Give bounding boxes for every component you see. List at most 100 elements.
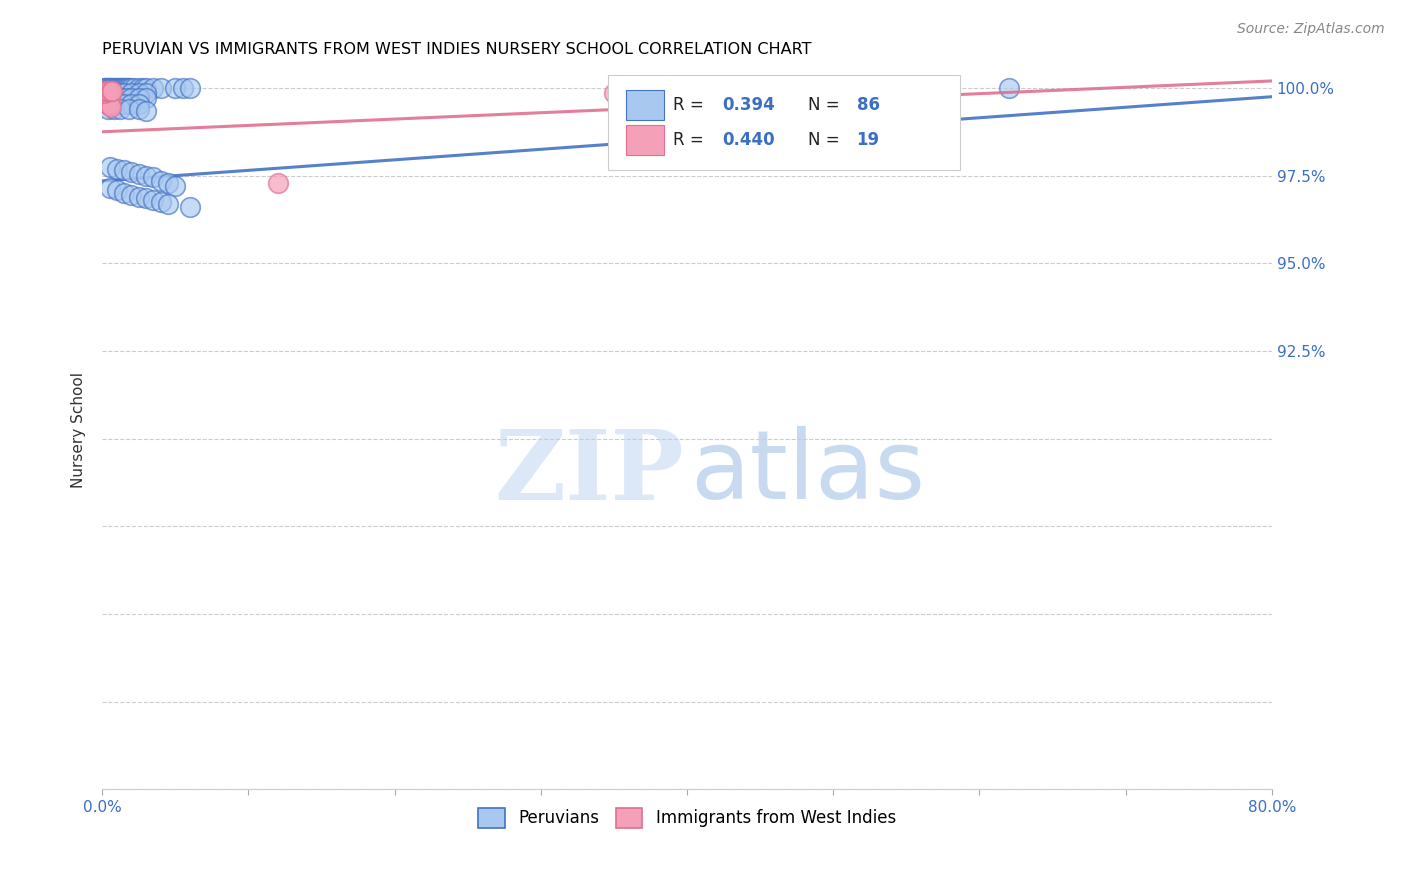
Point — [96, 95, 118, 109]
Point — [112, 186, 135, 201]
Point — [135, 87, 157, 101]
Point — [142, 193, 165, 207]
Text: N =: N = — [807, 96, 845, 114]
Point — [179, 200, 201, 214]
Legend: Peruvians, Immigrants from West Indies: Peruvians, Immigrants from West Indies — [471, 801, 903, 835]
Point — [128, 102, 150, 116]
Point — [105, 91, 128, 105]
Point — [149, 174, 172, 188]
Point — [101, 85, 124, 99]
Point — [96, 85, 118, 99]
Point — [96, 89, 118, 103]
Point — [135, 91, 157, 105]
Point — [108, 102, 131, 116]
Point — [107, 81, 129, 95]
Point — [156, 196, 179, 211]
Point — [165, 179, 187, 194]
Point — [115, 81, 138, 95]
Text: 0.440: 0.440 — [723, 131, 775, 149]
Point — [128, 91, 150, 105]
Point — [98, 160, 121, 174]
Point — [142, 170, 165, 185]
Point — [97, 87, 120, 101]
Point — [179, 81, 201, 95]
Text: PERUVIAN VS IMMIGRANTS FROM WEST INDIES NURSERY SCHOOL CORRELATION CHART: PERUVIAN VS IMMIGRANTS FROM WEST INDIES … — [103, 42, 811, 57]
Point — [111, 81, 134, 95]
Text: N =: N = — [807, 131, 845, 149]
Point — [97, 96, 120, 111]
Point — [114, 81, 136, 95]
Point — [103, 102, 125, 116]
Point — [100, 85, 122, 99]
Point — [100, 81, 122, 95]
Point — [97, 81, 120, 95]
Point — [135, 191, 157, 205]
Text: R =: R = — [673, 131, 709, 149]
Point — [135, 103, 157, 118]
Point — [100, 87, 122, 101]
Point — [97, 93, 120, 107]
Point — [128, 96, 150, 111]
Point — [120, 87, 142, 101]
Point — [94, 81, 117, 95]
Point — [98, 98, 121, 112]
Point — [149, 194, 172, 209]
FancyBboxPatch shape — [626, 125, 664, 155]
Point — [120, 165, 142, 179]
Point — [105, 161, 128, 176]
Point — [149, 81, 172, 95]
Text: 19: 19 — [856, 131, 880, 149]
Point — [96, 81, 118, 95]
Point — [105, 87, 128, 101]
Text: 0.394: 0.394 — [723, 96, 775, 114]
Point — [124, 81, 146, 95]
Point — [120, 81, 142, 95]
Point — [98, 91, 121, 105]
Text: ZIP: ZIP — [494, 426, 683, 520]
Point — [156, 176, 179, 190]
Point — [108, 81, 131, 95]
Text: atlas: atlas — [690, 426, 925, 519]
Point — [94, 87, 117, 102]
Point — [117, 102, 139, 116]
Point — [132, 81, 155, 95]
Point — [94, 95, 117, 109]
Point — [128, 189, 150, 203]
Point — [98, 91, 121, 105]
Point — [110, 81, 132, 95]
Text: R =: R = — [673, 96, 709, 114]
Point — [104, 81, 127, 95]
Point — [98, 81, 121, 95]
FancyBboxPatch shape — [626, 90, 664, 120]
Point — [105, 183, 128, 197]
Point — [94, 85, 117, 99]
Point — [93, 81, 115, 95]
Point — [110, 91, 132, 105]
Point — [135, 81, 157, 95]
Text: 86: 86 — [856, 96, 880, 114]
Point — [172, 81, 194, 95]
Point — [603, 87, 626, 101]
Y-axis label: Nursery School: Nursery School — [72, 372, 86, 488]
Point — [135, 169, 157, 183]
Point — [100, 93, 122, 107]
Point — [120, 91, 142, 105]
Point — [128, 87, 150, 101]
Point — [96, 91, 118, 105]
Point — [96, 96, 118, 111]
Point — [997, 81, 1019, 95]
Point — [103, 96, 125, 111]
Point — [103, 81, 125, 95]
Point — [94, 87, 117, 101]
Point — [165, 81, 187, 95]
Point — [100, 100, 122, 114]
Point — [108, 96, 131, 111]
Point — [98, 96, 121, 111]
Point — [94, 93, 117, 107]
Point — [142, 81, 165, 95]
Point — [97, 102, 120, 116]
Point — [112, 87, 135, 101]
Point — [114, 91, 136, 105]
Point — [93, 87, 115, 101]
Point — [112, 96, 135, 111]
